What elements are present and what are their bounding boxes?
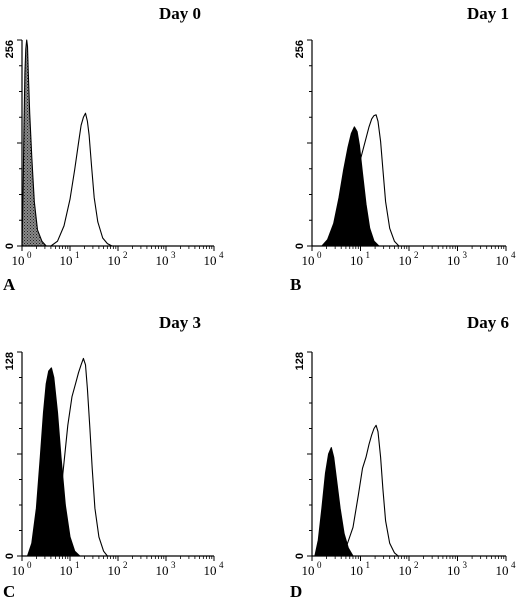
panel-b-x-tick-label-exponent: 3: [463, 250, 468, 260]
panel-a-x-tick-label: 10: [156, 253, 169, 268]
panel-d-x-tick-label: 10: [399, 563, 412, 578]
panel-d-x-tick-label: 10: [496, 563, 509, 578]
panel-c-x-tick-label-exponent: 4: [219, 560, 224, 570]
panel-b-x-tick-label: 10: [399, 253, 412, 268]
panel-b-x-tick-label-exponent: 1: [366, 250, 371, 260]
panel-b-x-tick-label: 10: [447, 253, 460, 268]
panel-b-y-tick-label-top: 256: [294, 40, 306, 58]
panel-b-x-tick-label-exponent: 2: [414, 250, 419, 260]
panel-c-y-tick-label-bottom: 0: [4, 553, 16, 559]
panel-a-x-tick-label-exponent: 1: [75, 250, 80, 260]
panel-a-x-tick-label: 10: [108, 253, 121, 268]
panel-a-histogram-shaded: [21, 39, 47, 247]
panel-d-histogram-filled: [314, 447, 354, 557]
panel-c-x-tick-label: 10: [60, 563, 73, 578]
panel-a-x-tick-label: 10: [12, 253, 25, 268]
panel-a-x-tick-label-exponent: 4: [219, 250, 224, 260]
panel-c-x-tick-label: 10: [12, 563, 25, 578]
panel-d-letter: D: [290, 582, 302, 599]
panel-a-title: Day 0: [159, 4, 201, 23]
panel-a-letter: A: [3, 275, 16, 294]
panel-d-y-tick-label-top: 128: [294, 352, 306, 370]
panel-a-y-tick-label-bottom: 0: [4, 243, 16, 249]
panel-a-x-tick-label-exponent: 2: [123, 250, 128, 260]
panel-b-y-tick-label-bottom: 0: [294, 243, 306, 249]
panel-c-x-tick-label-exponent: 2: [123, 560, 128, 570]
panel-c-x-tick-label-exponent: 0: [27, 560, 32, 570]
panel-a-histogram-outline: [50, 112, 113, 247]
panel-c-x-tick-label: 10: [204, 563, 217, 578]
panel-c-letter: C: [3, 582, 15, 599]
panel-b-x-tick-label: 10: [350, 253, 363, 268]
panel-b-x-tick-label: 10: [496, 253, 509, 268]
panel-b-x-tick-label: 10: [302, 253, 315, 268]
panel-d-histogram-outline: [337, 424, 399, 557]
panel-c-histogram-filled: [26, 367, 81, 557]
panel-c-x-tick-label-exponent: 3: [171, 560, 176, 570]
panel-c-histogram-outline: [40, 357, 108, 557]
panel-d-x-tick-label: 10: [447, 563, 460, 578]
panel-d-x-tick-label-exponent: 1: [366, 560, 371, 570]
panel-c-x-tick-label: 10: [108, 563, 121, 578]
panel-d-title: Day 6: [467, 313, 509, 332]
panel-c-title: Day 3: [159, 313, 201, 332]
panel-d-x-tick-label-exponent: 4: [511, 560, 516, 570]
panel-b-histogram-filled: [321, 126, 380, 247]
panel-c-x-tick-label: 10: [156, 563, 169, 578]
panel-c-y-tick-label-top: 128: [4, 352, 16, 370]
panel-b-x-tick-label-exponent: 4: [511, 250, 516, 260]
panel-a-x-tick-label-exponent: 0: [27, 250, 32, 260]
panel-b-letter: B: [290, 275, 301, 294]
panel-a-x-tick-label: 10: [60, 253, 73, 268]
panel-b-title: Day 1: [467, 4, 509, 23]
panel-b-x-tick-label-exponent: 0: [317, 250, 322, 260]
panel-b-histogram-outline: [334, 114, 400, 247]
panel-d-x-tick-label: 10: [350, 563, 363, 578]
panel-a-x-tick-label: 10: [204, 253, 217, 268]
panel-d-x-tick-label-exponent: 2: [414, 560, 419, 570]
panel-d-y-tick-label-bottom: 0: [294, 553, 306, 559]
panel-d-x-tick-label: 10: [302, 563, 315, 578]
panel-a-x-tick-label-exponent: 3: [171, 250, 176, 260]
panel-d-x-tick-label-exponent: 3: [463, 560, 468, 570]
panel-a-y-tick-label-top: 256: [4, 40, 16, 58]
panel-c-x-tick-label-exponent: 1: [75, 560, 80, 570]
panel-d-x-tick-label-exponent: 0: [317, 560, 322, 570]
